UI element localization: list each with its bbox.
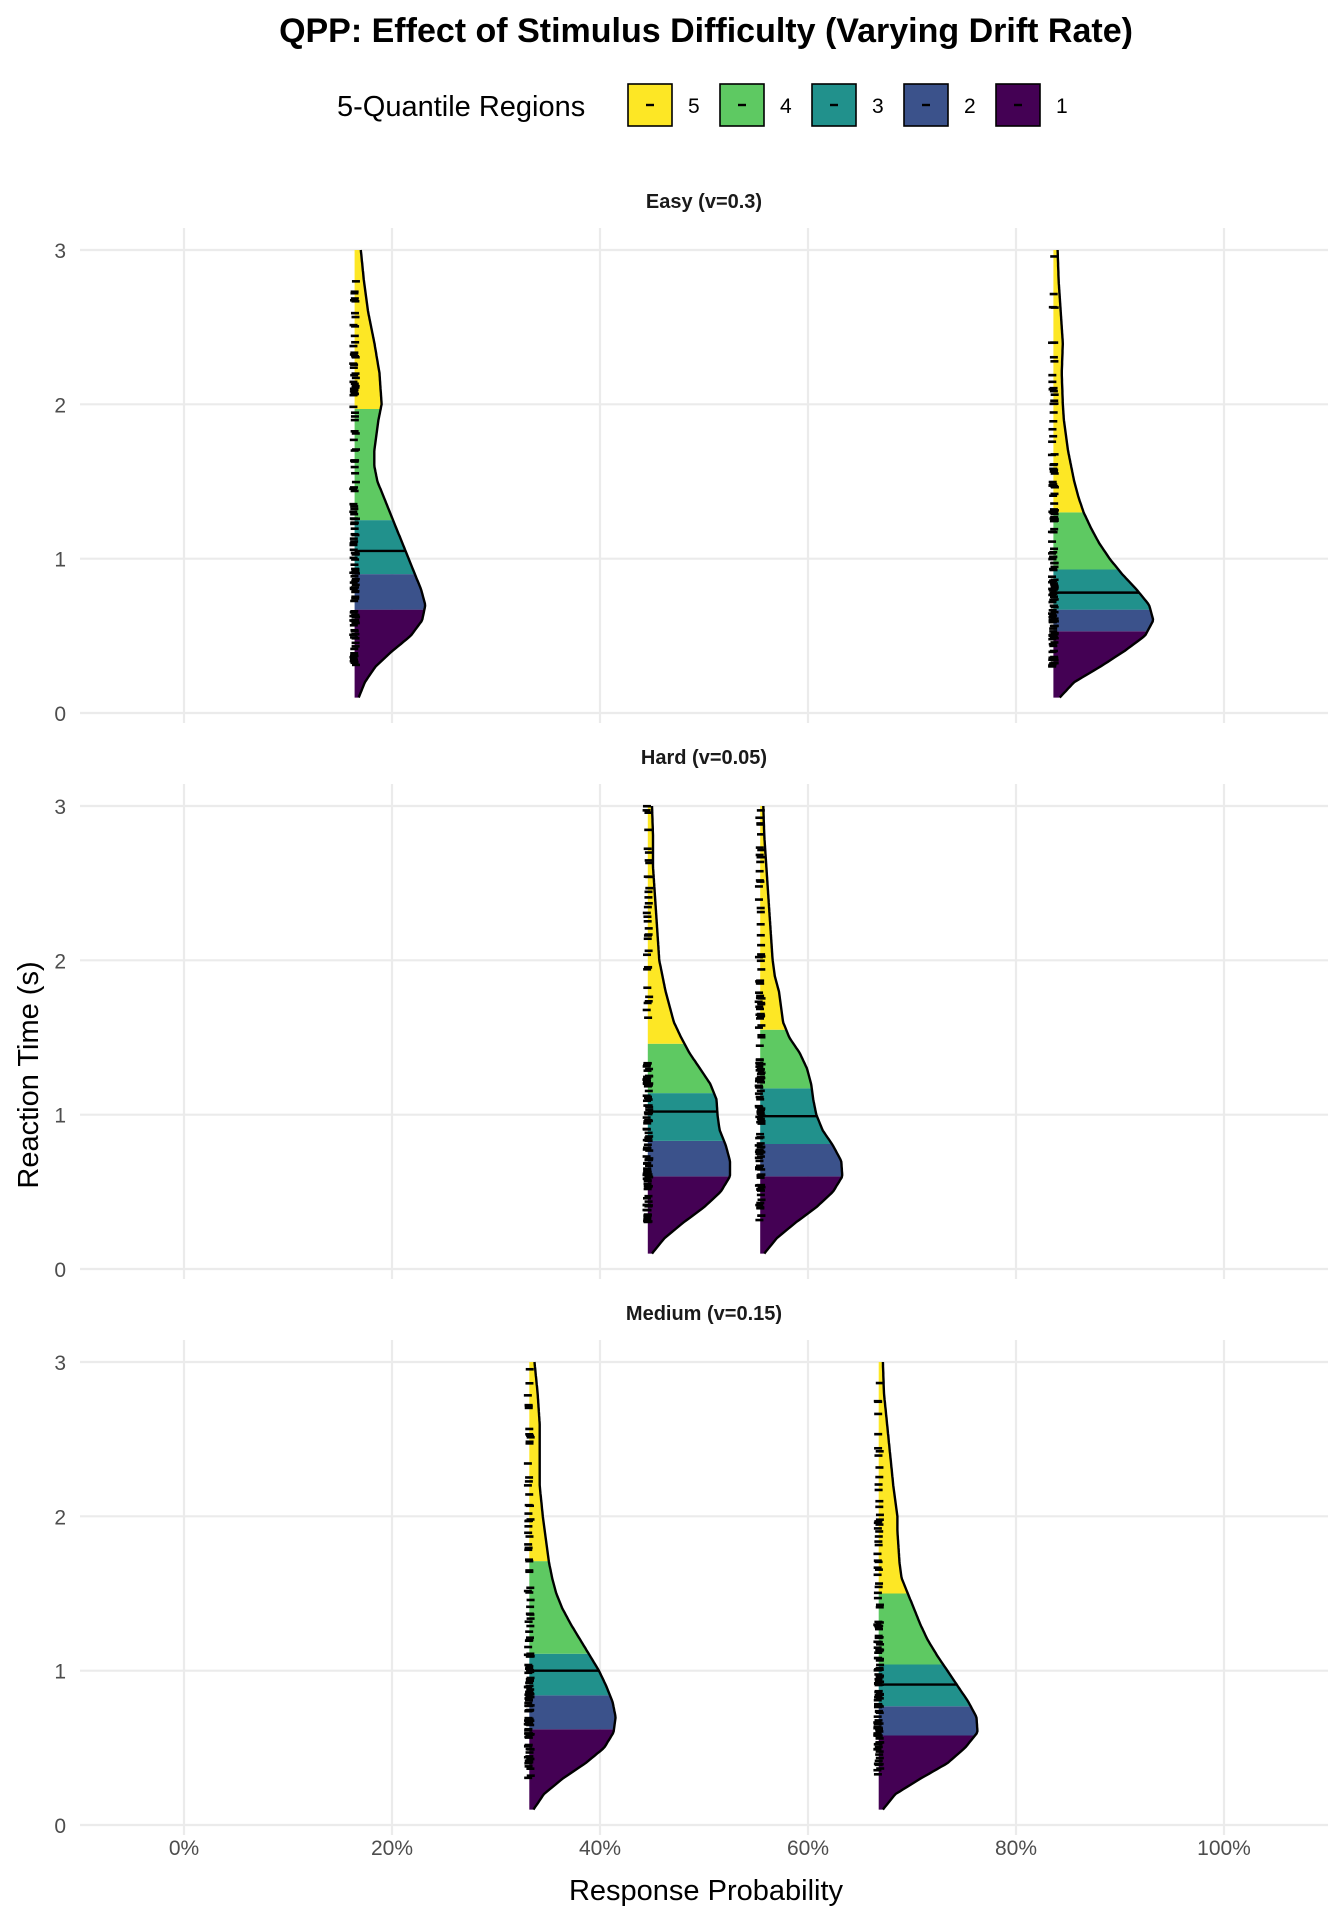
- rug-ticks: [642, 804, 654, 1224]
- quantile-region-2: [647, 1140, 730, 1177]
- x-tick-label: 0%: [169, 1837, 199, 1860]
- density-outline: [650, 805, 732, 1255]
- y-tick-label: 3: [54, 240, 66, 263]
- quantile-region-2: [878, 1706, 978, 1736]
- y-tick-label: 2: [54, 1506, 66, 1529]
- chart-title: QPP: Effect of Stimulus Difficulty (Vary…: [279, 12, 1133, 50]
- legend-item-2: 2: [903, 83, 976, 127]
- density-outline: [881, 1361, 979, 1811]
- response-distribution-2: [754, 805, 844, 1255]
- y-tick-label: 3: [54, 1352, 66, 1375]
- x-tick-label: 20%: [371, 1837, 413, 1860]
- x-axis-title: Response Probability: [569, 1875, 844, 1907]
- y-tick-label: 0: [54, 1259, 66, 1282]
- rug-ticks: [754, 809, 766, 1222]
- legend-item-4: 4: [719, 83, 792, 127]
- x-tick-label: 100%: [1197, 1837, 1251, 1860]
- x-tick-label: 60%: [787, 1837, 829, 1860]
- quantile-region-2: [529, 1695, 616, 1730]
- quantile-region-2: [760, 1144, 843, 1177]
- quantile-region-1: [878, 1735, 975, 1810]
- gridlines: 0 1 2 3: [54, 1340, 1328, 1838]
- legend-item-3: 3: [811, 83, 884, 127]
- quantile-region-4: [760, 1029, 812, 1089]
- quantile-region-4: [647, 1043, 714, 1094]
- y-axis-title: Reaction Time (s): [13, 961, 45, 1188]
- y-tick-label: 1: [54, 549, 66, 572]
- panel-2: Hard (v=0.05) 0 1 2 3: [54, 747, 1328, 1282]
- response-distribution-1: [349, 249, 427, 699]
- legend-key-5: [627, 83, 673, 127]
- response-distribution-1: [642, 804, 732, 1255]
- gridlines: 0 1 2 3: [54, 784, 1328, 1282]
- panel-3: Medium (v=0.15) 0 1 2 3: [54, 1303, 1328, 1838]
- quantile-region-5: [760, 806, 787, 1030]
- panel-label: Medium (v=0.15): [626, 1303, 782, 1325]
- quantile-region-2: [1053, 609, 1154, 632]
- response-distribution-2: [873, 1361, 979, 1811]
- rug-ticks: [523, 1367, 535, 1780]
- quantile-region-4: [1053, 512, 1119, 570]
- y-tick-label: 1: [54, 1661, 66, 1684]
- x-tick-label: 80%: [995, 1837, 1037, 1860]
- rug-ticks: [1047, 255, 1059, 668]
- rug-ticks: [349, 280, 361, 667]
- quantile-region-3: [529, 1653, 610, 1696]
- y-tick-label: 3: [54, 796, 66, 819]
- density-outline: [532, 1361, 617, 1811]
- x-tick-label: 40%: [579, 1837, 621, 1860]
- quantile-region-5: [647, 806, 685, 1044]
- quantile-region-3: [647, 1093, 724, 1141]
- panel-label: Hard (v=0.05): [641, 747, 767, 769]
- density-outline: [357, 249, 427, 699]
- legend: 5-Quantile Regions 5 4 3 2 1: [337, 83, 1068, 127]
- legend-title: 5-Quantile Regions: [337, 91, 585, 123]
- response-distribution-1: [523, 1361, 617, 1811]
- gridlines: 0 1 2 3: [54, 228, 1328, 726]
- rug-ticks: [873, 1381, 885, 1776]
- legend-label-2: 2: [964, 95, 976, 118]
- density-outline: [1056, 249, 1155, 699]
- response-distribution-2: [1047, 249, 1155, 699]
- panel-1: Easy (v=0.3) 0 1 2 3: [54, 191, 1328, 726]
- y-tick-label: 0: [54, 1815, 66, 1838]
- legend-label-5: 5: [688, 95, 700, 118]
- quantile-region-4: [878, 1593, 944, 1665]
- y-tick-label: 1: [54, 1105, 66, 1128]
- x-axis: 0% 20% 40% 60% 80% 100%: [169, 1837, 1251, 1860]
- quantile-region-2: [354, 574, 426, 610]
- y-tick-label: 2: [54, 950, 66, 973]
- legend-label-3: 3: [872, 95, 884, 118]
- quantile-region-3: [354, 520, 415, 575]
- legend-item-5: 5: [627, 83, 700, 127]
- quantile-region-1: [529, 1729, 614, 1810]
- y-tick-label: 2: [54, 394, 66, 417]
- y-tick-label: 0: [54, 703, 66, 726]
- quantile-region-5: [354, 250, 382, 409]
- legend-label-4: 4: [780, 95, 792, 118]
- panel-label: Easy (v=0.3): [646, 191, 762, 213]
- quantile-region-1: [1053, 631, 1148, 698]
- legend-item-1: 1: [995, 83, 1068, 127]
- legend-label-1: 1: [1056, 95, 1068, 118]
- density-outline: [762, 805, 844, 1255]
